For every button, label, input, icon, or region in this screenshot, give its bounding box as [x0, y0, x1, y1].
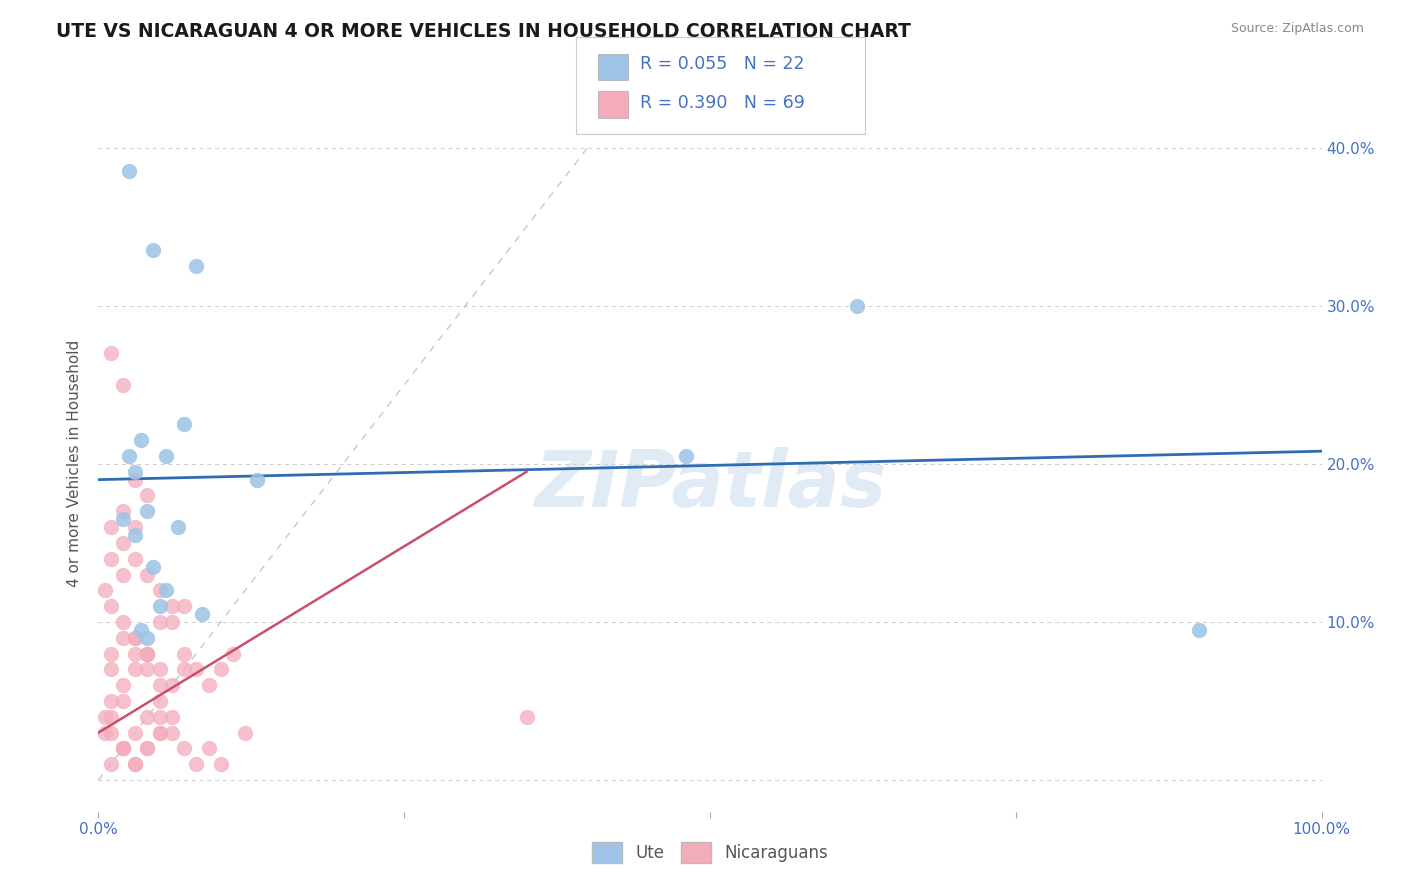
Point	[222, 647, 245, 661]
Point	[111, 567, 134, 582]
Point	[124, 757, 146, 772]
Point	[100, 694, 122, 708]
Point	[118, 164, 141, 178]
Point	[124, 725, 146, 739]
Point	[155, 583, 177, 598]
Point	[142, 559, 165, 574]
Point	[149, 710, 172, 724]
Point	[111, 504, 134, 518]
Point	[111, 536, 134, 550]
Text: Source: ZipAtlas.com: Source: ZipAtlas.com	[1230, 22, 1364, 36]
Point	[675, 449, 697, 463]
Point	[100, 662, 122, 676]
Point	[124, 551, 146, 566]
Point	[100, 346, 122, 360]
Point	[124, 465, 146, 479]
Point	[93, 583, 115, 598]
Text: ZIPatlas: ZIPatlas	[534, 447, 886, 523]
Point	[136, 488, 159, 502]
Point	[209, 662, 232, 676]
Point	[111, 694, 134, 708]
Point	[197, 741, 219, 756]
Point	[149, 599, 172, 614]
Point	[197, 678, 219, 692]
Point	[124, 631, 146, 645]
Point	[209, 757, 232, 772]
Point	[100, 551, 122, 566]
Point	[136, 741, 159, 756]
Point	[516, 710, 538, 724]
Point	[136, 647, 159, 661]
Point	[167, 520, 190, 534]
Point	[233, 725, 256, 739]
Point	[186, 757, 208, 772]
Text: UTE VS NICARAGUAN 4 OR MORE VEHICLES IN HOUSEHOLD CORRELATION CHART: UTE VS NICARAGUAN 4 OR MORE VEHICLES IN …	[56, 22, 911, 41]
Point	[124, 647, 146, 661]
Point	[136, 647, 159, 661]
Point	[111, 678, 134, 692]
Point	[136, 631, 159, 645]
Text: R = 0.055   N = 22: R = 0.055 N = 22	[640, 55, 804, 73]
Point	[155, 449, 177, 463]
Point	[100, 599, 122, 614]
Y-axis label: 4 or more Vehicles in Household: 4 or more Vehicles in Household	[67, 340, 83, 588]
Point	[149, 662, 172, 676]
Point	[129, 433, 152, 447]
Point	[100, 757, 122, 772]
Point	[136, 741, 159, 756]
Point	[173, 417, 195, 432]
Point	[160, 710, 183, 724]
Point	[129, 623, 152, 637]
Point	[136, 647, 159, 661]
Point	[136, 662, 159, 676]
Point	[111, 741, 134, 756]
Point	[100, 710, 122, 724]
Point	[191, 607, 214, 621]
Point	[149, 694, 172, 708]
Point	[149, 725, 172, 739]
Legend: Ute, Nicaraguans: Ute, Nicaraguans	[585, 836, 835, 870]
Point	[124, 473, 146, 487]
Point	[100, 725, 122, 739]
Point	[124, 631, 146, 645]
Point	[118, 449, 141, 463]
Point	[160, 615, 183, 629]
Point	[246, 473, 269, 487]
Point	[111, 631, 134, 645]
Point	[160, 725, 183, 739]
Point	[160, 599, 183, 614]
Point	[111, 615, 134, 629]
Point	[111, 741, 134, 756]
Point	[173, 599, 195, 614]
Point	[111, 512, 134, 526]
Point	[186, 259, 208, 273]
Point	[149, 583, 172, 598]
Point	[111, 377, 134, 392]
Point	[93, 725, 115, 739]
Point	[111, 741, 134, 756]
Point	[1188, 623, 1211, 637]
Point	[136, 567, 159, 582]
Point	[100, 520, 122, 534]
Point	[136, 504, 159, 518]
Point	[100, 647, 122, 661]
Point	[173, 741, 195, 756]
Point	[186, 662, 208, 676]
Point	[136, 710, 159, 724]
Text: R = 0.390   N = 69: R = 0.390 N = 69	[640, 94, 804, 112]
Point	[142, 244, 165, 258]
Point	[149, 615, 172, 629]
Point	[173, 662, 195, 676]
Point	[124, 662, 146, 676]
Point	[124, 520, 146, 534]
Point	[149, 678, 172, 692]
Point	[93, 710, 115, 724]
Point	[124, 528, 146, 542]
Point	[160, 678, 183, 692]
Point	[124, 757, 146, 772]
Point	[845, 299, 868, 313]
Point	[173, 647, 195, 661]
Point	[149, 725, 172, 739]
